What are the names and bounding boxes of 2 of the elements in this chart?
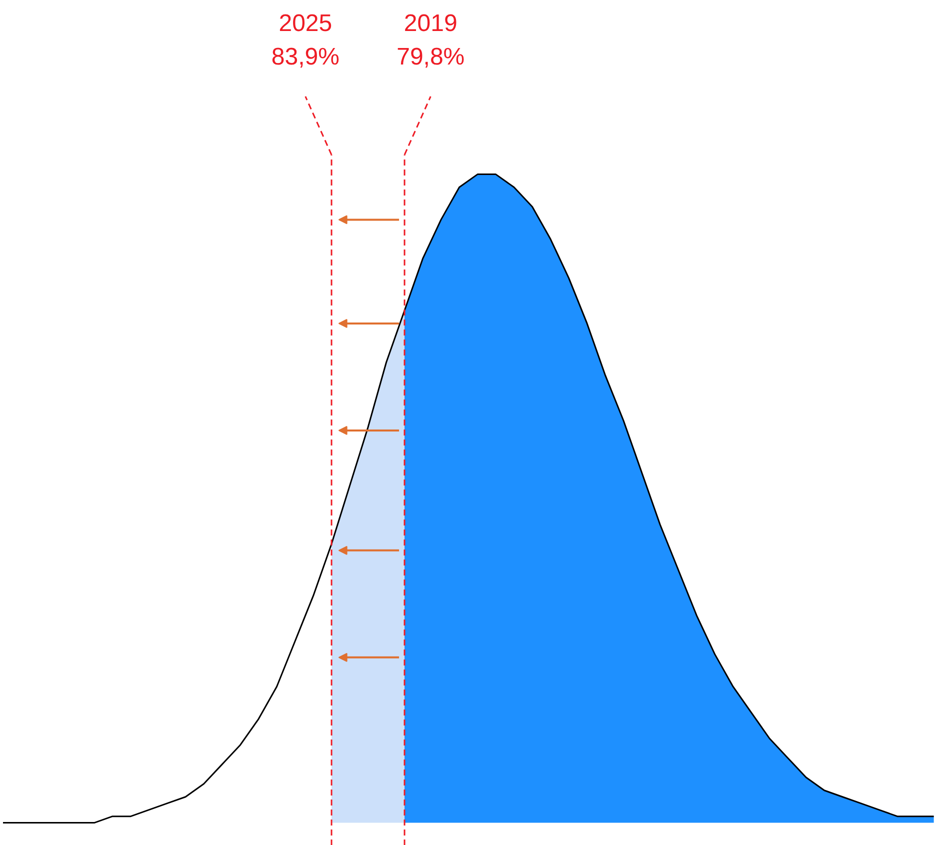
text: 2019 79,8% — [396, 10, 465, 71]
text: 2025 83,9% — [271, 10, 340, 71]
